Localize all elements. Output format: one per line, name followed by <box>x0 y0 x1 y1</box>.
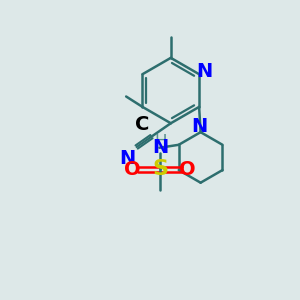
Text: O: O <box>124 160 141 179</box>
Text: N: N <box>191 117 207 136</box>
Text: N: N <box>196 62 213 81</box>
Text: N: N <box>119 148 135 167</box>
Text: S: S <box>152 159 168 179</box>
Text: N: N <box>152 138 168 157</box>
Text: O: O <box>179 160 196 179</box>
Text: H: H <box>154 134 167 152</box>
Text: C: C <box>135 115 149 134</box>
